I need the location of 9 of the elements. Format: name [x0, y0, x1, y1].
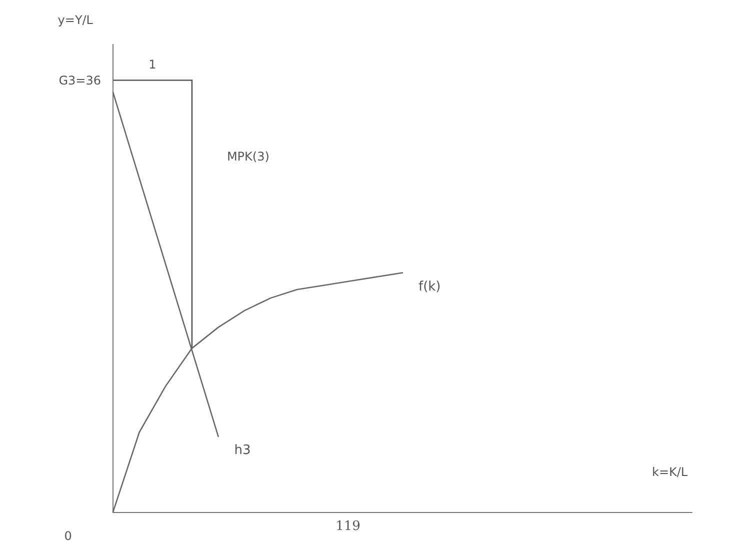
series-label: f(k) [418, 279, 441, 294]
text: 1 [148, 57, 156, 72]
text: 119 [336, 519, 360, 534]
text: y=Y/L [58, 13, 94, 27]
annotation: MPK(3) [226, 149, 270, 164]
text: G3=36 [58, 73, 101, 88]
series-label: h3 [234, 442, 251, 458]
text: 0 [64, 529, 72, 543]
x-axis-title: k=K/L [652, 465, 688, 479]
